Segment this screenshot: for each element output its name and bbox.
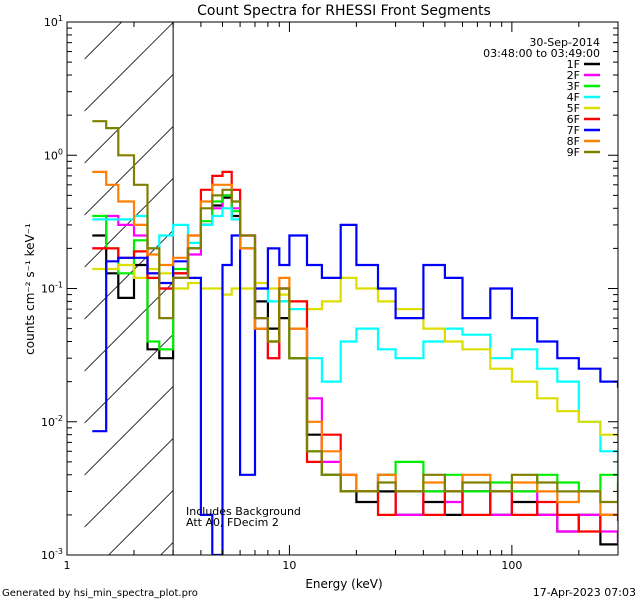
hatch-line	[84, 333, 174, 424]
x-tick-label: 100	[501, 559, 522, 572]
legend-label-1F: 1F	[567, 58, 580, 71]
legend-date: 30-Sep-2014	[529, 36, 600, 49]
legend-time-range: 03:48:00 to 03:49:00	[483, 47, 600, 60]
series-layer	[92, 120, 618, 555]
legend-label-5F: 5F	[567, 102, 580, 115]
hatch-line	[0, 0, 85, 555]
legend-label-8F: 8F	[567, 135, 580, 148]
y-tick-label: 101	[44, 14, 63, 29]
footer-generated-by: Generated by hsi_min_spectra_plot.pro	[2, 588, 198, 599]
legend-label-7F: 7F	[567, 124, 580, 137]
legend-label-4F: 4F	[567, 91, 580, 104]
x-tick-label: 10	[282, 559, 296, 572]
chart-title: Count Spectra for RHESSI Front Segments	[197, 3, 491, 19]
hatch-line	[369, 0, 640, 555]
y-tick-label: 10-2	[41, 414, 63, 429]
legend-label-2F: 2F	[567, 69, 580, 82]
hatch-line	[84, 385, 174, 476]
annotation-background: Includes Background	[186, 505, 301, 518]
hatch-line	[0, 0, 137, 555]
legend: 30-Sep-2014 03:48:00 to 03:49:00 1F2F3F4…	[483, 36, 600, 159]
y-axis-label: counts cm⁻² s⁻¹ keV⁻¹	[23, 223, 37, 355]
series-3F	[92, 194, 618, 493]
hatch-line	[84, 22, 174, 112]
legend-label-3F: 3F	[567, 80, 580, 93]
x-axis-label: Energy (keV)	[305, 577, 382, 591]
y-tick-label: 10-3	[41, 547, 63, 562]
hatch-line	[84, 22, 123, 60]
series-5F	[92, 263, 618, 443]
hatch-line	[473, 0, 640, 555]
x-axis: 1 10 100	[64, 22, 619, 572]
footer-timestamp: 17-Apr-2023 07:03	[533, 586, 636, 599]
series-9F	[92, 120, 618, 504]
series-8F	[92, 170, 618, 516]
y-axis: 10-3 10-2 10-1 100 101	[41, 14, 618, 562]
hatch-line	[84, 437, 174, 528]
hatch-line	[317, 0, 640, 555]
y-tick-label: 100	[44, 147, 63, 162]
legend-label-9F: 9F	[567, 146, 580, 159]
hatched-region	[0, 0, 640, 555]
legend-label-6F: 6F	[567, 113, 580, 126]
series-7F	[92, 223, 618, 555]
annotation-attenuator: Att A0, FDecim 2	[186, 516, 279, 529]
y-tick-label: 10-1	[41, 281, 63, 296]
x-tick-label: 1	[64, 559, 71, 572]
hatch-line	[84, 177, 174, 268]
hatch-line	[84, 281, 174, 372]
